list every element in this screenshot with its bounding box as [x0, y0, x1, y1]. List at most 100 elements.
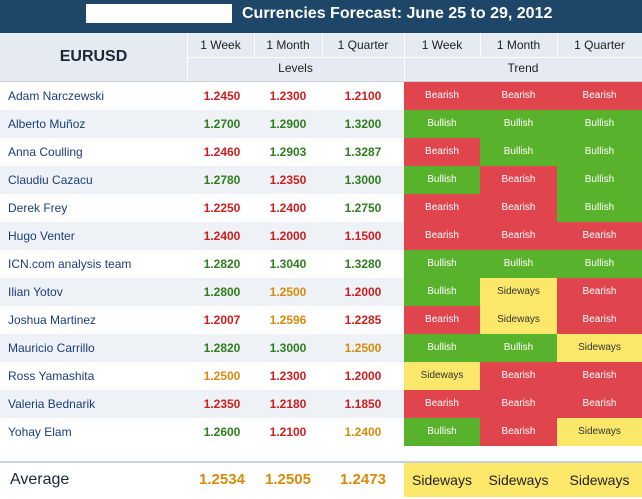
level-1month: 1.2350 — [269, 173, 307, 187]
level-1month: 1.2500 — [269, 285, 307, 299]
trend-1quarter-badge: Bearish — [557, 306, 642, 334]
level-1quarter: 1.2285 — [344, 313, 382, 327]
trend-1week-badge: Bullish — [404, 278, 480, 306]
trend-1quarter-badge: Bearish — [557, 362, 642, 390]
trend-1week-badge: Bullish — [404, 166, 480, 194]
table-row: Ross Yamashita 1.2500 1.2300 1.2000 Sideways… — [0, 362, 642, 390]
trend-1week-badge: Bullish — [404, 334, 480, 362]
trend-1quarter-badge: Bearish — [557, 82, 642, 110]
trend-1week-badge: Bearish — [404, 82, 480, 110]
average-label: Average — [10, 471, 70, 488]
levels-period-1quarter: 1 Quarter — [337, 38, 389, 52]
level-1quarter: 1.2000 — [344, 285, 382, 299]
currency-pair-label: EURUSD — [59, 48, 128, 65]
forecast-rows: Adam Narczewski 1.2450 1.2300 1.2100 Bearish… — [0, 82, 642, 446]
trend-1week-badge: Bearish — [404, 138, 480, 166]
trend-1quarter-badge: Bullish — [557, 138, 642, 166]
level-1month: 1.3040 — [269, 257, 307, 271]
trend-1month-badge: Bullish — [480, 110, 557, 138]
level-1quarter: 1.2500 — [344, 341, 382, 355]
level-1week: 1.2820 — [203, 257, 241, 271]
trend-1quarter-badge: Bullish — [557, 166, 642, 194]
level-1quarter: 1.2750 — [344, 201, 382, 215]
analyst-name: Joshua Martinez — [8, 313, 97, 327]
trend-1month-badge: Bearish — [480, 362, 557, 390]
header-divider — [480, 33, 481, 57]
trend-1quarter-badge: Bullish — [557, 194, 642, 222]
level-1month: 1.2300 — [269, 89, 307, 103]
table-header: EURUSD 1 Week 1 Month 1 Quarter 1 Week 1… — [0, 33, 642, 82]
level-1month: 1.2180 — [269, 397, 307, 411]
header-divider — [254, 33, 255, 57]
average-trend-1week: Sideways — [404, 463, 480, 497]
trend-1week-badge: Bullish — [404, 110, 480, 138]
trend-1week-badge: Bearish — [404, 306, 480, 334]
level-1quarter: 1.3287 — [344, 145, 382, 159]
trend-1month-badge: Sideways — [480, 278, 557, 306]
analyst-name: Adam Narczewski — [8, 89, 105, 103]
analyst-name: Ilian Yotov — [8, 285, 63, 299]
level-1quarter: 1.2400 — [344, 425, 382, 439]
level-1week: 1.2460 — [203, 145, 241, 159]
trend-1month-badge: Bearish — [480, 166, 557, 194]
analyst-name: Derek Frey — [8, 201, 68, 215]
table-row: Yohay Elam 1.2600 1.2100 1.2400 Bullish Beari… — [0, 418, 642, 446]
analyst-name: Mauricio Carrillo — [8, 341, 95, 355]
table-row: Adam Narczewski 1.2450 1.2300 1.2100 Bearish… — [0, 82, 642, 110]
trend-1month-badge: Bullish — [480, 334, 557, 362]
trend-1month-badge: Bullish — [480, 250, 557, 278]
average-level-1month: 1.2505 — [265, 471, 311, 488]
trend-1week-badge: Sideways — [404, 362, 480, 390]
page-title: Currencies Forecast: June 25 to 29, 2012 — [242, 5, 553, 22]
trend-period-1quarter: 1 Quarter — [574, 38, 625, 52]
level-1week: 1.2400 — [203, 229, 241, 243]
level-1quarter: 1.2000 — [344, 369, 382, 383]
level-1quarter: 1.2100 — [344, 89, 382, 103]
level-1week: 1.2800 — [203, 285, 241, 299]
level-1month: 1.2000 — [269, 229, 307, 243]
trend-1month-badge: Bearish — [480, 82, 557, 110]
analyst-name: Ross Yamashita — [8, 369, 95, 383]
trend-1week-badge: Bearish — [404, 194, 480, 222]
trend-period-1week: 1 Week — [421, 38, 463, 52]
level-1quarter: 1.3000 — [344, 173, 382, 187]
table-row: Alberto Muñoz 1.2700 1.2900 1.3200 Bullish Bu… — [0, 110, 642, 138]
trend-1quarter-badge: Bearish — [557, 390, 642, 418]
analyst-name: Anna Coulling — [8, 145, 83, 159]
table-row: ICN.com analysis team 1.2820 1.3040 1.3280 B… — [0, 250, 642, 278]
table-row: Anna Coulling 1.2460 1.2903 1.3287 Bearish Bu… — [0, 138, 642, 166]
levels-group-header: Levels — [278, 61, 313, 75]
level-1week: 1.2600 — [203, 425, 241, 439]
analyst-name: Alberto Muñoz — [8, 117, 86, 131]
table-row: Claudiu Cazacu 1.2780 1.2350 1.3000 Bullish B… — [0, 166, 642, 194]
trend-1month-badge: Bearish — [480, 194, 557, 222]
table-row: Hugo Venter 1.2400 1.2000 1.1500 Bearish Bear… — [0, 222, 642, 250]
level-1week: 1.2500 — [203, 369, 241, 383]
average-row: Average 1.2534 1.2505 1.2473 Sideways Si… — [0, 461, 642, 499]
level-1week: 1.2250 — [203, 201, 241, 215]
trend-1month-badge: Bullish — [480, 138, 557, 166]
level-1week: 1.2700 — [203, 117, 241, 131]
level-1week: 1.2820 — [203, 341, 241, 355]
analyst-name: Valeria Bednarik — [8, 397, 96, 411]
trend-group-header: Trend — [507, 61, 539, 75]
analyst-name: Yohay Elam — [8, 425, 72, 439]
level-1quarter: 1.3200 — [344, 117, 382, 131]
trend-1quarter-badge: Bearish — [557, 278, 642, 306]
level-1quarter: 1.3280 — [344, 257, 382, 271]
average-level-1week: 1.2534 — [199, 471, 245, 488]
analyst-name: ICN.com analysis team — [8, 257, 132, 271]
level-1week: 1.2350 — [203, 397, 241, 411]
level-1month: 1.3000 — [269, 341, 307, 355]
trend-period-1month: 1 Month — [496, 38, 541, 52]
average-level-1quarter: 1.2473 — [340, 471, 386, 488]
level-1quarter: 1.1850 — [344, 397, 382, 411]
level-1month: 1.2596 — [269, 313, 307, 327]
level-1week: 1.2780 — [203, 173, 241, 187]
trend-1week-badge: Bullish — [404, 418, 480, 446]
level-1month: 1.2300 — [269, 369, 307, 383]
average-trend-1month: Sideways — [480, 463, 557, 497]
table-row: Ilian Yotov 1.2800 1.2500 1.2000 Bullish Side… — [0, 278, 642, 306]
table-row: Valeria Bednarik 1.2350 1.2180 1.1850 Bearis… — [0, 390, 642, 418]
trend-1month-badge: Bearish — [480, 418, 557, 446]
